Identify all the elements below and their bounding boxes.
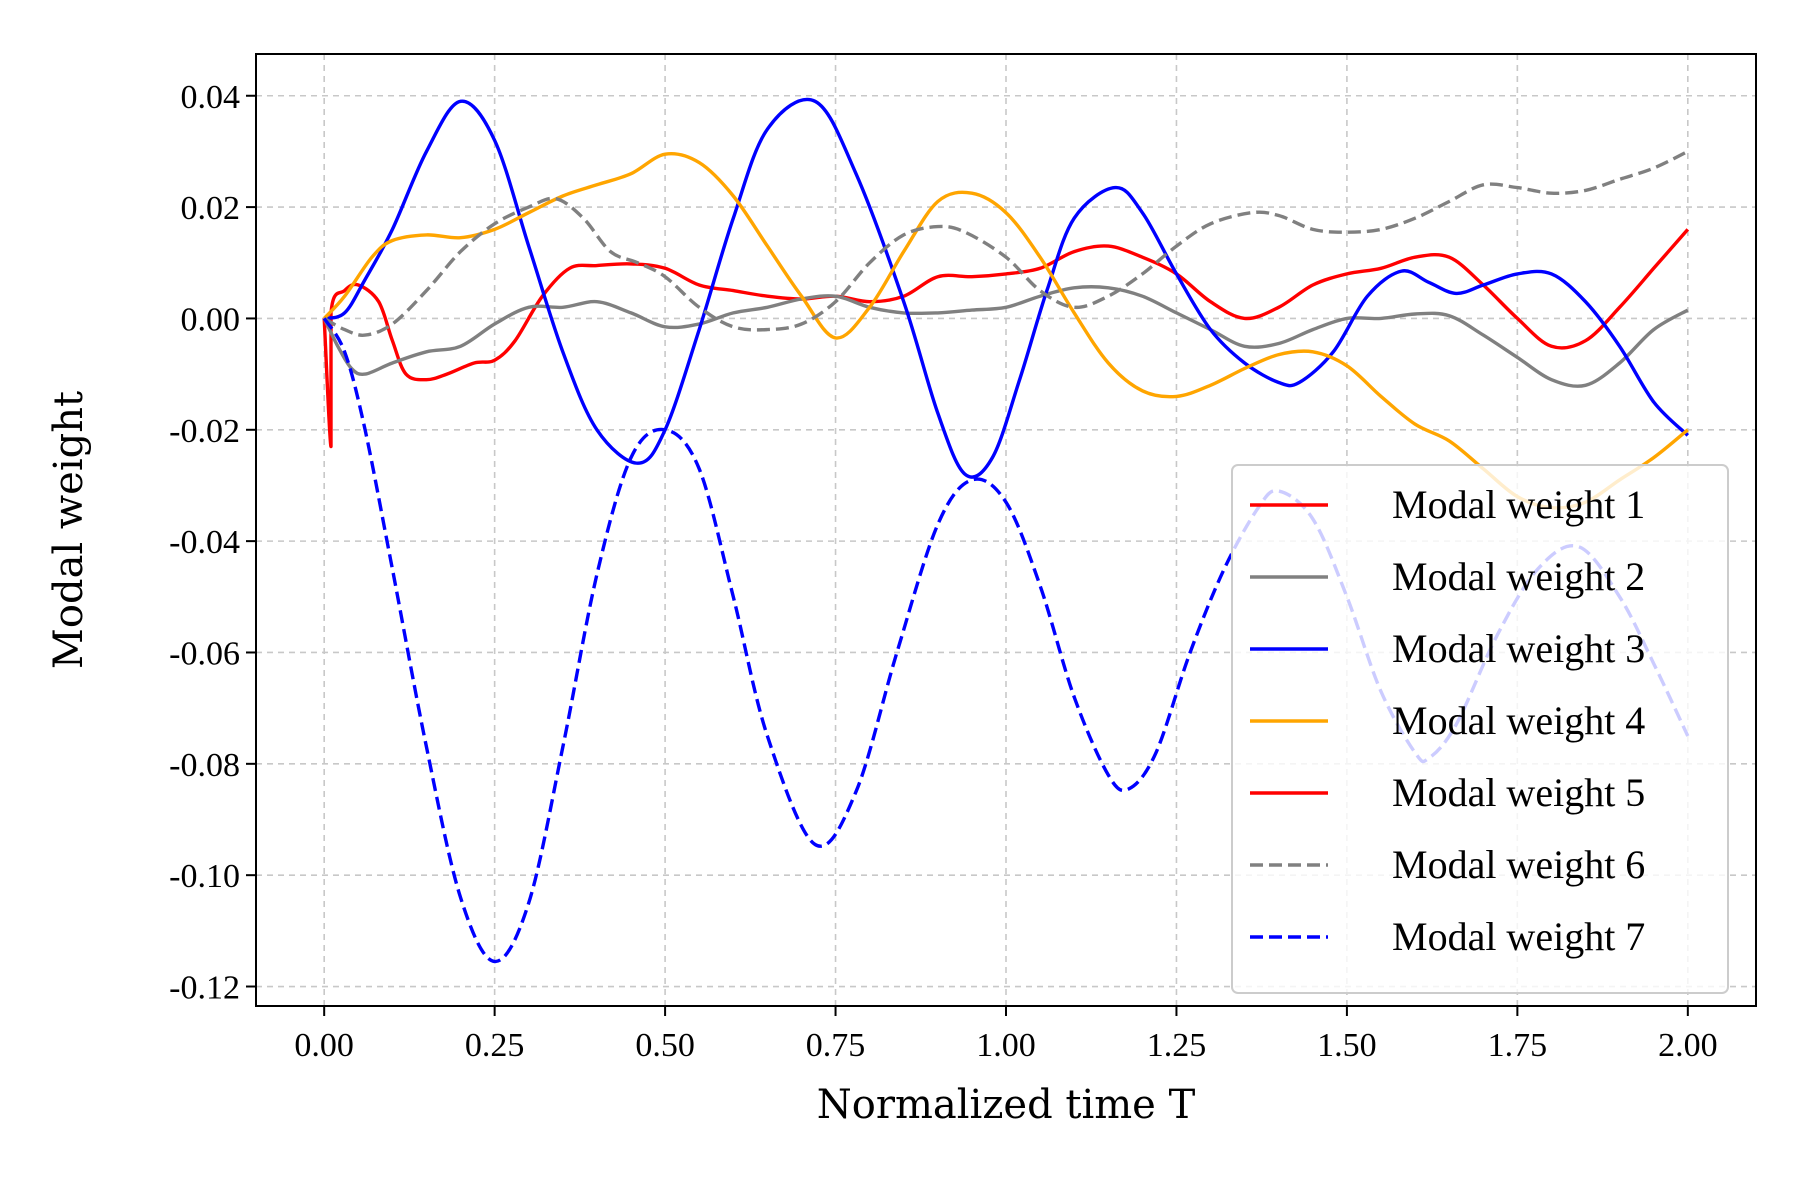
y-tick-label: -0.02 — [169, 413, 240, 450]
x-axis-label: Normalized time T — [817, 1082, 1196, 1128]
y-tick-label: -0.12 — [169, 970, 240, 1007]
series-line-6 — [323, 149, 1689, 337]
x-tick-label: 0.50 — [635, 1027, 695, 1064]
legend-label-6: Modal weight 6 — [1392, 842, 1645, 887]
x-axis: 0.00 0.25 0.50 0.75 1.00 1.25 1.50 1.75 2.00 — [294, 1006, 1718, 1064]
legend-label-5: Modal weight 5 — [1392, 770, 1645, 815]
x-tick-label: 1.50 — [1317, 1027, 1377, 1064]
y-tick-label: -0.04 — [169, 524, 240, 561]
x-tick-label: 1.75 — [1488, 1027, 1548, 1064]
grid — [256, 54, 1756, 1006]
x-tick-label: 1.25 — [1147, 1027, 1207, 1064]
series-line-3 — [323, 97, 1689, 479]
y-axis-label: Modal weight — [46, 391, 92, 669]
series-line-1 — [322, 228, 1690, 449]
y-tick-label: -0.10 — [169, 858, 240, 895]
legend-label-3: Modal weight 3 — [1392, 626, 1645, 671]
legend: Modal weight 1 Modal weight 2 Modal weight… — [1231, 464, 1729, 994]
legend-label-7: Modal weight 7 — [1392, 914, 1645, 959]
x-tick-label: 1.00 — [976, 1027, 1036, 1064]
x-tick-label: 0.25 — [465, 1027, 525, 1064]
y-tick-label: 0.00 — [181, 301, 241, 338]
series-line-2 — [322, 285, 1689, 388]
y-tick-label: 0.04 — [181, 79, 241, 116]
y-tick-label: -0.08 — [169, 747, 240, 784]
x-tick-label: 2.00 — [1658, 1027, 1718, 1064]
y-axis: 0.04 0.02 0.00 -0.02 -0.04 -0.06 -0.08 -0.10 -0.… — [169, 79, 256, 1007]
y-tick-label: 0.02 — [181, 190, 241, 227]
y-tick-label: -0.06 — [169, 635, 240, 672]
series-line-4 — [322, 152, 1689, 510]
x-tick-label: 0.75 — [806, 1027, 866, 1064]
legend-label-1: Modal weight 1 — [1392, 482, 1645, 527]
legend-box — [1231, 464, 1729, 994]
legend-label-2: Modal weight 2 — [1392, 554, 1645, 599]
x-tick-label: 0.00 — [294, 1027, 354, 1064]
legend-label-4: Modal weight 4 — [1392, 698, 1645, 743]
